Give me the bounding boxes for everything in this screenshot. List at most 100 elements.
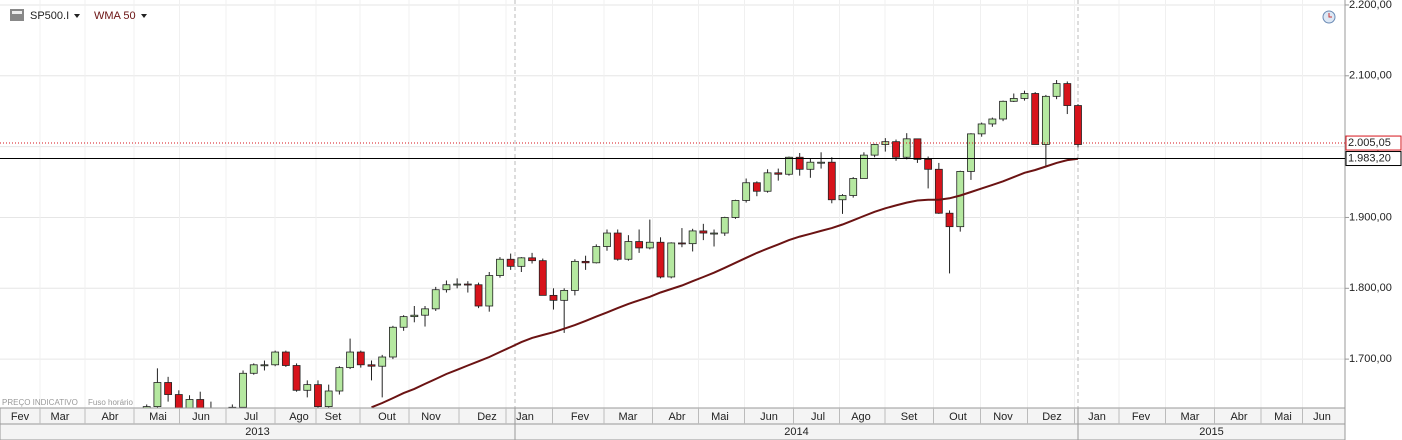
year-label: 2014 (784, 426, 808, 438)
candle-body (999, 100, 1007, 120)
candle-body (174, 394, 183, 408)
month-label: Mar (619, 411, 638, 423)
month-label: Ago (289, 411, 309, 423)
candle-body (281, 351, 290, 366)
candle-body (1041, 95, 1050, 145)
candle-body (838, 195, 847, 201)
candle-body (988, 118, 997, 125)
y-tick-label: 1.700,00 (1349, 353, 1392, 365)
month-label: Fev (1132, 411, 1151, 423)
month-label: Jul (244, 411, 258, 423)
candle-body (860, 154, 868, 179)
candle-body (421, 308, 429, 316)
candle-body (667, 242, 676, 278)
candle-body (849, 178, 858, 196)
candle-body (538, 260, 547, 296)
candle-body (603, 232, 611, 247)
candle-body (710, 232, 718, 235)
month-label: Abr (101, 411, 118, 423)
symbol-icon-part (12, 11, 22, 14)
month-label: Ago (851, 411, 871, 423)
candle-body (314, 384, 322, 407)
candle-body (196, 399, 205, 408)
candle-body (485, 275, 494, 307)
candle-body (817, 161, 825, 164)
candle-body (977, 123, 986, 135)
candle-body (560, 290, 569, 301)
wma-line (371, 157, 1079, 408)
candle-body (570, 260, 579, 291)
candle-body (731, 200, 740, 218)
month-label: Set (901, 411, 918, 423)
candle-body (389, 326, 397, 358)
candle-body (431, 289, 440, 310)
y-tick-label: 1.900,00 (1349, 211, 1392, 223)
month-label: Abr (668, 411, 685, 423)
candle-body (292, 365, 301, 391)
candle-body (613, 232, 622, 260)
candle-body (902, 138, 911, 158)
candle-body (892, 141, 900, 158)
candle-body (945, 212, 954, 228)
candle-body (699, 230, 708, 234)
candle-body (474, 284, 483, 307)
x-axis: Fev Mar Abr Mai Jun Jul Ago Set Out Nov Dez Jan Fev M… (0, 407, 1346, 440)
candle-body (496, 258, 504, 276)
month-label: Out (949, 411, 967, 423)
dropdown-arrow[interactable] (141, 14, 147, 18)
candle-body (367, 364, 376, 367)
candle-body (517, 257, 526, 267)
footer-note: PREÇO INDICATIVO (2, 398, 78, 407)
month-label: Nov (993, 411, 1013, 423)
month-label: Mai (149, 411, 167, 423)
candle-body (410, 314, 419, 318)
candle-body (785, 156, 793, 175)
month-label: Jun (760, 411, 778, 423)
indicator-name[interactable]: WMA 50 (94, 10, 136, 22)
candle-body (645, 241, 654, 249)
candle-body (528, 257, 536, 262)
candle-body (442, 284, 451, 291)
candle-body (656, 241, 665, 278)
price-label: 1.983,20 (1348, 152, 1391, 164)
month-label: Nov (421, 411, 441, 423)
symbol-name[interactable]: SP500.I (30, 10, 69, 22)
symbol-icon (10, 9, 24, 21)
month-label: Mar (1181, 411, 1200, 423)
candle-body (924, 158, 933, 170)
candle-body (335, 367, 344, 392)
month-label: Out (378, 411, 396, 423)
candle-body (688, 230, 697, 245)
y-tick-label: 2.200,00 (1349, 0, 1392, 11)
dropdown-arrow[interactable] (74, 14, 80, 18)
y-tick-label: 2.100,00 (1349, 70, 1392, 82)
candle-body (142, 406, 151, 408)
candle-body (592, 246, 601, 264)
candle-body (346, 351, 354, 369)
candle-body (795, 156, 804, 170)
month-label: Jun (192, 411, 210, 423)
month-label: Mai (711, 411, 729, 423)
clock-hand (1328, 13, 1332, 18)
candle-body (806, 161, 815, 170)
month-label: Fev (11, 411, 30, 423)
candle-body (164, 382, 173, 395)
candle-body (378, 356, 387, 367)
candle-body (1074, 105, 1082, 145)
candle-body (752, 182, 761, 192)
candle-body (934, 168, 943, 214)
candle-body (153, 382, 162, 407)
month-label: Jan (516, 411, 534, 423)
candle-body (249, 364, 258, 374)
year-label: 2013 (245, 426, 269, 438)
year-label: 2015 (1199, 426, 1223, 438)
candle-body (635, 241, 644, 249)
candle-body (239, 372, 247, 408)
candle-body (399, 316, 408, 328)
candle-body (549, 294, 558, 301)
candle-body (260, 364, 269, 367)
candle-body (506, 258, 515, 267)
month-label: Jul (811, 411, 825, 423)
